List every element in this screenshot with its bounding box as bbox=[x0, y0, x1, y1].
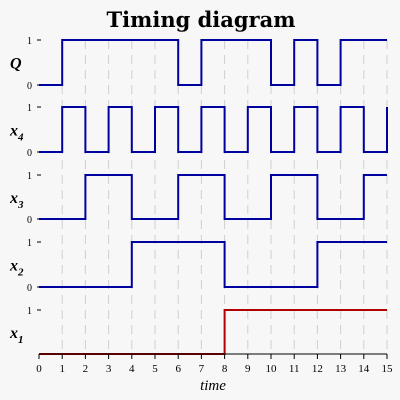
signal-name: x4 bbox=[9, 123, 24, 144]
x-tick-label: 11 bbox=[289, 363, 300, 375]
level-label-high: 1 bbox=[27, 238, 32, 249]
x-tick-label: 4 bbox=[129, 363, 135, 375]
waveform-x1 bbox=[39, 309, 387, 355]
x-tick-label: 15 bbox=[382, 363, 394, 375]
level-label-high: 1 bbox=[27, 36, 32, 47]
x-tick-label: 5 bbox=[152, 363, 158, 375]
level-label-high: 1 bbox=[27, 171, 32, 182]
waveforms bbox=[39, 39, 388, 355]
level-label-high: 1 bbox=[27, 306, 32, 317]
waveform-x2 bbox=[39, 241, 387, 288]
x-axis-ticks: 0 1 2 3 4 5 6 7 8 9 10 11 12 13 14 15 bbox=[36, 354, 393, 375]
x-tick-label: 10 bbox=[266, 363, 278, 375]
x-tick-label: 1 bbox=[59, 363, 65, 375]
waveform-q bbox=[39, 39, 387, 86]
x-tick-label: 3 bbox=[106, 363, 112, 375]
x-tick-label: 7 bbox=[199, 363, 205, 375]
level-label-low: 0 bbox=[27, 215, 32, 226]
level-label-low: 0 bbox=[27, 81, 32, 92]
x-tick-label: 14 bbox=[358, 363, 370, 375]
signal-name: x2 bbox=[9, 258, 24, 279]
level-label-high: 1 bbox=[27, 103, 32, 114]
signal-name: x1 bbox=[9, 325, 24, 346]
x-tick-label: 12 bbox=[312, 363, 323, 375]
x-tick-label: 2 bbox=[83, 363, 89, 375]
x-tick-label: 0 bbox=[36, 363, 42, 375]
waveform-x3 bbox=[39, 174, 387, 220]
level-label-low: 0 bbox=[27, 283, 32, 294]
x-axis-label: time bbox=[200, 378, 226, 394]
signal-name: Q bbox=[10, 56, 22, 73]
x-tick-label: 13 bbox=[335, 363, 347, 375]
level-label-low: 0 bbox=[27, 148, 32, 159]
x-tick-label: 9 bbox=[245, 363, 251, 375]
waveform-x4 bbox=[39, 106, 388, 153]
x-tick-label: 6 bbox=[175, 363, 181, 375]
signal-names: Qx4 x3 x2 x1 bbox=[9, 56, 24, 347]
signal-name: x3 bbox=[9, 190, 24, 211]
x-tick-label: 8 bbox=[222, 363, 228, 375]
level-labels: 1 0 1 0 1 0 1 0 1 bbox=[27, 36, 41, 317]
chart-title: Timing diagram bbox=[107, 7, 296, 32]
